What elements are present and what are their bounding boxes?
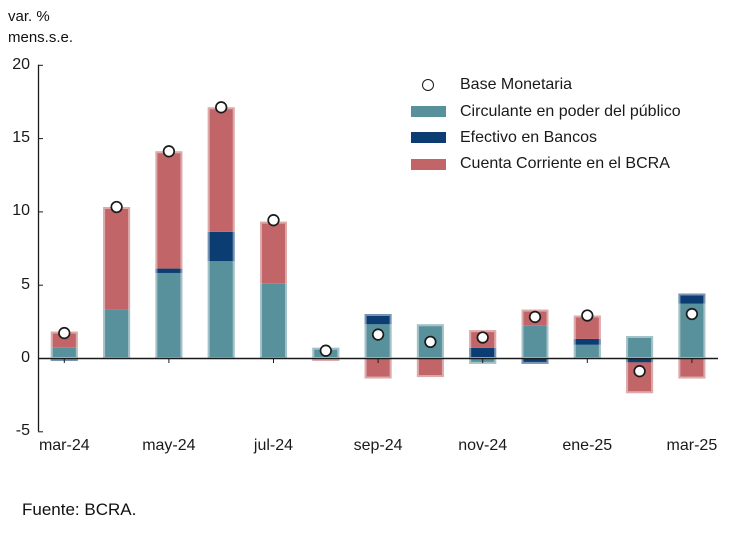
bar-segment [260,283,287,358]
legend-circle-marker-box [410,79,446,92]
y-axis-title: var. % mens.s.e. [8,6,73,48]
legend-label: Cuenta Corriente en el BCRA [460,155,670,173]
x-tick-label: sep-24 [353,437,403,454]
x-tick-label: mar-25 [666,437,718,454]
x-tick-label: mar-24 [38,437,90,454]
bar-segment [207,107,235,232]
y-axis-title-line1: var. % [8,8,50,25]
legend-swatch-box [410,106,446,118]
cuenta-corriente-swatch-icon [410,158,446,170]
bar-segment [103,207,131,310]
bar-segment [103,309,131,358]
y-tick-label: -5 [15,422,30,440]
legend-item-circulante: Circulante en poder del público [410,98,681,124]
base-monetaria-point [424,335,437,349]
y-tick-label: 0 [21,349,30,366]
y-tick-label: 15 [12,129,30,147]
bar-segment [416,358,444,378]
legend-item-efectivo: Efectivo en Bancos [410,125,681,151]
x-tick-label: nov-24 [458,437,508,454]
base-monetaria-point [528,310,542,324]
bar-segment [50,347,78,358]
base-monetaria-point [58,326,71,340]
legend-label: Circulante en poder del público [460,102,681,120]
chart-legend: Base Monetaria Circulante en poder del p… [410,72,681,178]
bar-segment [260,221,287,284]
bar-segment [207,231,235,262]
circle-marker-icon [422,79,434,92]
bar-segment [207,261,235,358]
circulante-swatch-icon [410,106,446,118]
bar-segment [364,358,392,379]
legend-item-cuenta-corriente: Cuenta Corriente en el BCRA [410,151,681,177]
base-monetaria-point [685,307,699,321]
base-monetaria-point [215,101,228,114]
base-monetaria-point [319,344,332,357]
bar-segment [469,347,497,358]
legend-label: Base Monetaria [460,76,573,94]
x-tick-label: ene-25 [562,437,613,454]
y-tick-label: 5 [21,275,30,293]
bar-segment [626,336,654,358]
base-monetaria-point [476,331,489,344]
bar-segment [678,358,706,379]
base-monetaria-point [110,200,123,214]
source-note: Fuente: BCRA. [22,500,137,519]
bar-segment [50,331,78,348]
legend-swatch-box [410,132,446,144]
base-monetaria-point [267,214,280,227]
bar-segment [155,272,183,358]
base-monetaria-point [633,365,646,378]
base-monetaria-point [371,328,385,341]
x-tick-label: may-24 [142,437,196,454]
bar-segment [521,325,549,358]
bar-segment [155,268,183,273]
x-tick-label: jul-24 [253,437,294,454]
y-axis-title-line2: mens.s.e. [8,29,74,46]
bar-segment [573,338,601,345]
base-monetaria-point [581,309,594,322]
efectivo-swatch-icon [410,132,446,144]
bar-segment [626,358,654,363]
y-tick-label: 20 [12,55,30,73]
legend-item-base-monetaria: Base Monetaria [410,72,681,98]
bar-segment [364,314,392,325]
y-tick-label: 10 [12,202,30,220]
legend-swatch-box [410,158,446,170]
bar-segment [155,151,183,269]
bar-segment [573,315,601,339]
bar-segment [678,293,706,304]
bar-segment [573,344,601,358]
bar-segment [312,358,340,361]
bar-segment [521,358,549,364]
legend-label: Efectivo en Bancos [460,128,597,146]
base-monetaria-point [162,145,176,158]
